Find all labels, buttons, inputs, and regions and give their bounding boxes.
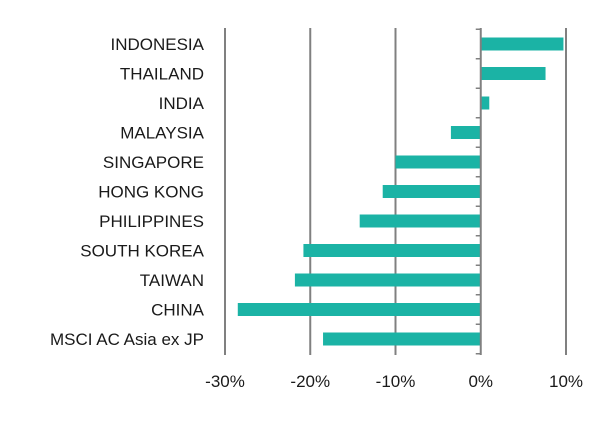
bar-taiwan	[294, 273, 481, 287]
bar-malaysia	[450, 126, 481, 139]
x-tick-label: 0%	[468, 372, 493, 391]
bar-msci-ac-asia-ex-jp	[323, 332, 481, 346]
bar-indonesia	[480, 37, 564, 51]
category-label: INDONESIA	[110, 35, 204, 54]
x-tick-label: -10%	[376, 372, 416, 391]
x-tick-label: 10%	[549, 372, 583, 391]
bar-thailand	[480, 67, 546, 80]
category-label: MALAYSIA	[120, 124, 204, 143]
category-label: CHINA	[151, 301, 205, 320]
category-label: SINGAPORE	[103, 153, 204, 172]
bar-hong-kong	[382, 185, 481, 198]
bars	[237, 37, 564, 346]
category-labels: INDONESIA THAILAND INDIA MALAYSIA SINGAPORE H…	[50, 35, 205, 349]
bar-philippines	[359, 214, 481, 228]
zero-axis	[475, 28, 482, 355]
category-label: INDIA	[159, 94, 205, 113]
x-axis-tick-labels: -30% -20% -10% 0% 10%	[205, 372, 583, 391]
bar-south-korea	[303, 244, 481, 257]
category-label: HONG KONG	[98, 183, 204, 202]
category-label: TAIWAN	[140, 271, 204, 290]
x-tick-label: -20%	[290, 372, 330, 391]
bar-singapore	[395, 155, 481, 169]
category-label: SOUTH KOREA	[80, 242, 204, 261]
category-label: THAILAND	[120, 65, 204, 84]
x-tick-label: -30%	[205, 372, 245, 391]
category-label: PHILIPPINES	[99, 212, 204, 231]
bar-india	[480, 96, 490, 110]
category-label: MSCI AC Asia ex JP	[50, 330, 204, 349]
bar-china	[237, 303, 481, 316]
